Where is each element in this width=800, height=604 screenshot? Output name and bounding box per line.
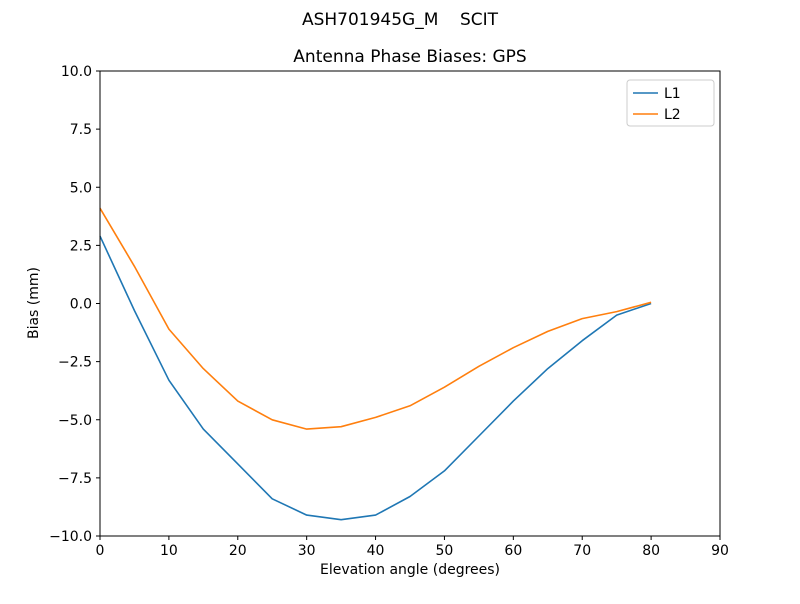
x-tick-label: 40 bbox=[367, 543, 385, 559]
figure-suptitle: ASH701945G_M SCIT bbox=[302, 10, 499, 30]
x-tick-label: 90 bbox=[711, 543, 729, 559]
y-tick-label: −10.0 bbox=[49, 529, 92, 545]
y-tick-label: −7.5 bbox=[58, 471, 92, 487]
y-tick-label: 2.5 bbox=[70, 238, 92, 254]
y-tick-label: −2.5 bbox=[58, 355, 92, 371]
legend-label-L1: L1 bbox=[664, 86, 681, 102]
x-tick-label: 50 bbox=[436, 543, 454, 559]
x-axis-label: Elevation angle (degrees) bbox=[320, 562, 500, 578]
x-tick-label: 30 bbox=[298, 543, 316, 559]
y-tick-label: −5.0 bbox=[58, 413, 92, 429]
x-tick-label: 60 bbox=[504, 543, 522, 559]
plot-area: 0 10 20 30 40 50 60 70 80 90 −10.0 −7.5 −5.0 −2.5 0.0 2… bbox=[49, 64, 729, 559]
series-L1-line bbox=[99, 235, 652, 521]
x-tick-label: 80 bbox=[642, 543, 660, 559]
axes-frame bbox=[99, 70, 721, 537]
x-tick-label: 10 bbox=[160, 543, 178, 559]
series-L2-line bbox=[99, 207, 652, 430]
chart-title: Antenna Phase Biases: GPS bbox=[293, 47, 526, 67]
y-tick-label: 5.0 bbox=[70, 180, 92, 196]
y-tick-label: 0.0 bbox=[70, 297, 92, 313]
y-tick-label: 7.5 bbox=[70, 122, 92, 138]
y-tick-label: 10.0 bbox=[61, 64, 92, 80]
x-tick-label: 0 bbox=[96, 543, 105, 559]
x-tick-label: 70 bbox=[573, 543, 591, 559]
legend-label-L2: L2 bbox=[664, 107, 681, 123]
x-tick-label: 20 bbox=[229, 543, 247, 559]
y-axis-label: Bias (mm) bbox=[26, 267, 42, 339]
